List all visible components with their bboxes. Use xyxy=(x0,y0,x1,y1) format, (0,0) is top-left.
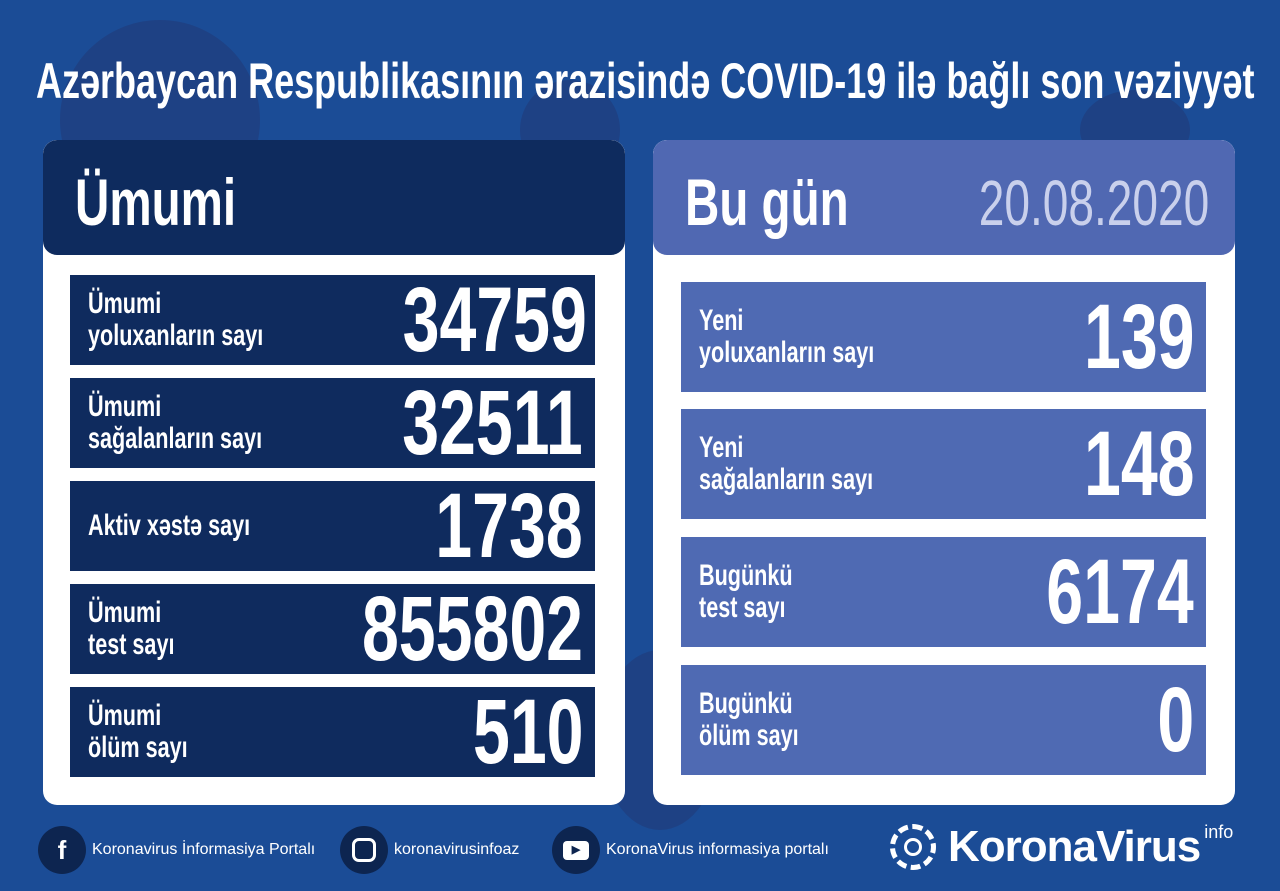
row-label: Yeni sağalanların sayı xyxy=(699,432,941,496)
today-heading: Bu gün xyxy=(685,165,849,239)
youtube-text: KoronaVirus informasiya portalı xyxy=(606,841,829,858)
row-value-box: 148 xyxy=(1041,413,1194,515)
today-date: 20.08.2020 xyxy=(978,167,1209,239)
today-header: Bu gün 20.08.2020 xyxy=(653,140,1235,255)
today-panel: Bu gün 20.08.2020 Yeni yoluxanların sayı 1… xyxy=(653,140,1235,805)
brand-logo: KoronaVirus info xyxy=(890,822,1233,872)
row-label-line: Ümumi xyxy=(88,390,162,423)
footer: f Koronavirus İnformasiya Portalı koronav… xyxy=(0,820,1280,880)
row-value: 6174 xyxy=(1046,541,1194,643)
row-label-line: ölüm sayı xyxy=(699,719,799,752)
row-label-line: yoluxanların sayı xyxy=(88,319,264,352)
row-value-box: 1738 xyxy=(378,475,583,577)
row-label-line: Yeni xyxy=(699,304,744,337)
total-row: Aktiv xəstə sayı 1738 xyxy=(70,475,595,577)
row-label-line: Yeni xyxy=(699,431,744,464)
row-value: 510 xyxy=(472,681,583,783)
today-row: Bugünkü ölüm sayı 0 xyxy=(681,665,1206,775)
total-row: Ümumi sağalanların sayı 32511 xyxy=(70,372,595,474)
sun-logo-icon xyxy=(890,824,936,870)
row-label: Ümumi ölüm sayı xyxy=(88,700,226,764)
youtube-link[interactable]: ▶ KoronaVirus informasiya portalı xyxy=(552,826,829,874)
total-row: Ümumi ölüm sayı 510 xyxy=(70,681,595,783)
row-value-box: 6174 xyxy=(989,541,1194,643)
brand-name: KoronaVirus xyxy=(948,822,1201,871)
row-value: 0 xyxy=(1157,669,1194,771)
row-label-line: sağalanların sayı xyxy=(88,422,263,455)
row-label: Ümumi yoluxanların sayı xyxy=(88,288,331,352)
row-label-line: Ümumi xyxy=(88,699,162,732)
row-label: Yeni yoluxanların sayı xyxy=(699,305,942,369)
row-label: Bugünkü ölüm sayı xyxy=(699,688,837,752)
row-value-box: 0 xyxy=(1143,669,1194,771)
row-label-line: Ümumi xyxy=(88,596,162,629)
row-label-line: Bugünkü xyxy=(699,687,793,720)
page-title: Azərbaycan Respublikasının ərazisində CO… xyxy=(36,53,1255,109)
total-heading: Ümumi xyxy=(75,165,237,239)
instagram-link[interactable]: koronavirusinfoaz xyxy=(340,826,519,874)
row-label-line: Ümumi xyxy=(88,287,162,320)
total-header: Ümumi xyxy=(43,140,625,255)
instagram-text: koronavirusinfoaz xyxy=(394,841,520,858)
row-label-line: Aktiv xəstə sayı xyxy=(88,509,251,542)
row-label-line: Bugünkü xyxy=(699,559,793,592)
row-value: 34759 xyxy=(403,269,588,371)
row-value-box: 34759 xyxy=(331,269,588,371)
row-label: Bugünkü test sayı xyxy=(699,560,829,624)
row-value: 148 xyxy=(1083,413,1194,515)
row-value: 1738 xyxy=(435,475,583,577)
facebook-icon: f xyxy=(38,826,86,874)
row-value-box: 855802 xyxy=(276,578,583,680)
row-label-line: sağalanların sayı xyxy=(699,463,874,496)
total-panel: Ümumi Ümumi yoluxanların sayı 34759 Ümumi sa… xyxy=(43,140,625,805)
row-value: 32511 xyxy=(402,372,583,474)
row-value: 855802 xyxy=(361,578,583,680)
row-label-line: test sayı xyxy=(88,628,175,661)
row-value-box: 32511 xyxy=(332,372,583,474)
today-row: Yeni sağalanların sayı 148 xyxy=(681,409,1206,519)
facebook-link[interactable]: f Koronavirus İnformasiya Portalı xyxy=(38,826,315,874)
today-row: Yeni yoluxanların sayı 139 xyxy=(681,282,1206,392)
total-row: Ümumi test sayı 855802 xyxy=(70,578,595,680)
row-label-line: test sayı xyxy=(699,591,786,624)
total-row: Ümumi yoluxanların sayı 34759 xyxy=(70,269,595,371)
instagram-icon xyxy=(340,826,388,874)
row-label: Ümumi sağalanların sayı xyxy=(88,391,330,455)
row-label-line: ölüm sayı xyxy=(88,731,188,764)
row-label: Aktiv xəstə sayı xyxy=(88,510,313,542)
row-value: 139 xyxy=(1083,286,1194,388)
row-value-box: 139 xyxy=(1041,286,1194,388)
youtube-icon: ▶ xyxy=(552,826,600,874)
row-value-box: 510 xyxy=(430,681,583,783)
row-label-line: yoluxanların sayı xyxy=(699,336,875,369)
facebook-text: Koronavirus İnformasiya Portalı xyxy=(92,841,316,858)
brand-sup: info xyxy=(1204,822,1234,842)
today-row: Bugünkü test sayı 6174 xyxy=(681,537,1206,647)
row-label: Ümumi test sayı xyxy=(88,597,208,661)
